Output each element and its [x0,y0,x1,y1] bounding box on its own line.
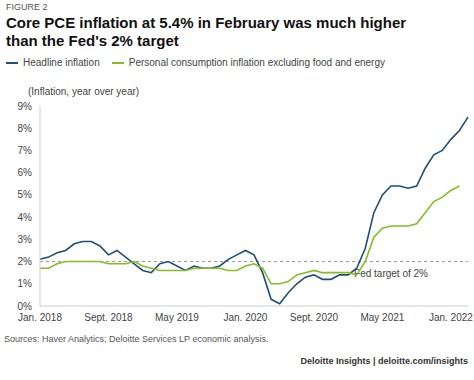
svg-text:Jan. 2018: Jan. 2018 [18,312,62,323]
svg-text:Sept. 2020: Sept. 2020 [290,312,339,323]
html-text:(Inflation, year over year): (Inflation, year over year) [28,86,140,97]
svg-text:Jan. 2020: Jan. 2020 [223,312,267,323]
svg-text:Jan. 2022: Jan. 2022 [429,312,466,323]
html-text:Sources: Haver Analytics; Delo: Sources: Haver Analytics; Deloitte Servi… [4,334,269,344]
svg-text:Sept. 2018: Sept. 2018 [84,312,133,323]
svg-text:1%: 1% [18,278,33,289]
svg-text:May 2019: May 2019 [155,312,199,323]
html-text:FIGURE 2: FIGURE 2 [6,2,48,12]
svg-text:May 2021: May 2021 [360,312,404,323]
svg-text:9%: 9% [18,101,33,112]
html-text:Headline inflation: Headline inflation [23,57,100,68]
svg-text:8%: 8% [18,123,33,134]
svg-text:7%: 7% [18,145,33,156]
svg-text:2%: 2% [18,256,33,267]
svg-text:5%: 5% [18,189,33,200]
html-text:Deloitte Insights | deloitte.c: Deloitte Insights | deloitte.com/insight… [300,356,468,366]
svg-text:0%: 0% [18,301,33,312]
html-text:Personal consumption inflation: Personal consumption inflation excluding… [128,57,385,68]
svg-text:6%: 6% [18,167,33,178]
svg-text:Fed target of 2%: Fed target of 2% [354,268,428,279]
html-text:Core PCE inflation at 5.4% in: Core PCE inflation at 5.4% in February w… [6,14,407,49]
svg-text:4%: 4% [18,212,33,223]
svg-text:3%: 3% [18,234,33,245]
